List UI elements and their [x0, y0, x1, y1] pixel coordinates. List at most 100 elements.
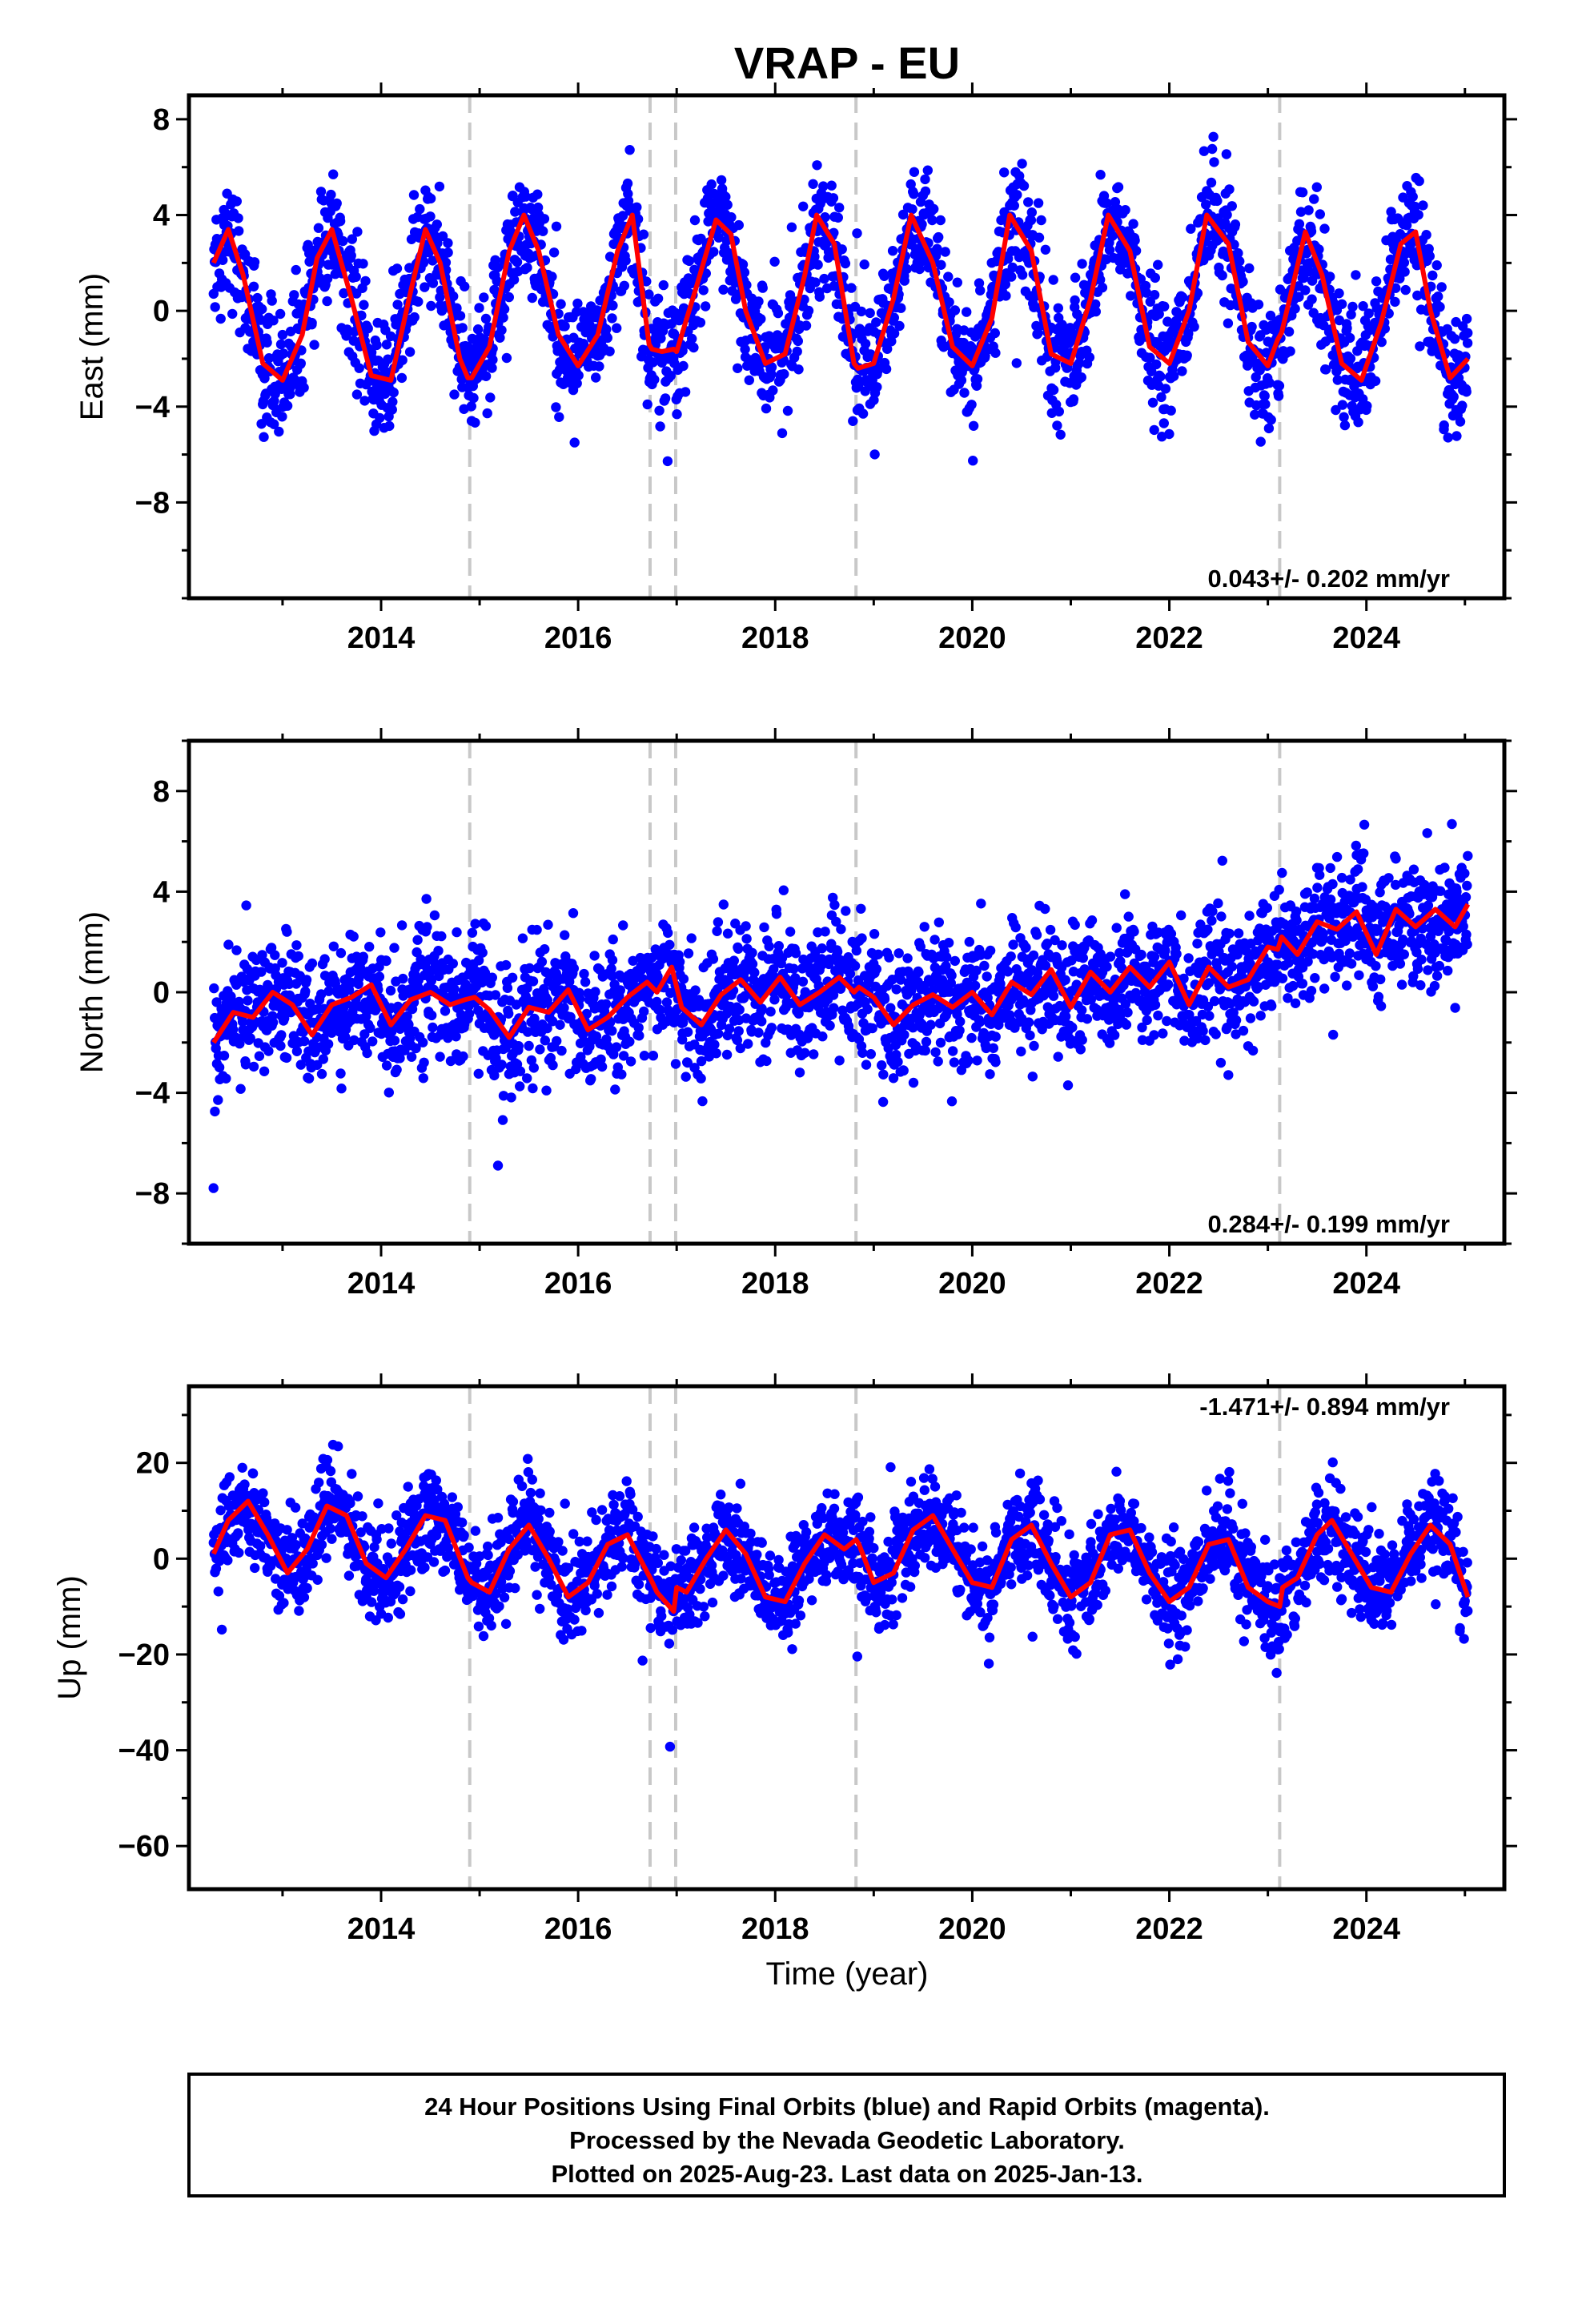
north-position-point [1158, 1028, 1168, 1039]
north-position-point [555, 1019, 565, 1031]
east-position-point [328, 169, 339, 179]
east-position-point [233, 213, 243, 223]
north-position-point [291, 1046, 303, 1057]
east-position-point [1164, 428, 1174, 440]
east-position-point [652, 293, 664, 304]
north-position-point [757, 1016, 767, 1027]
north-position-point [524, 963, 535, 974]
east-position-point [1250, 409, 1260, 420]
east-position-point [381, 340, 392, 350]
north-position-point [398, 973, 408, 984]
north-position-point [867, 1023, 877, 1034]
east-position-point [1018, 180, 1030, 191]
east-position-point [1320, 364, 1331, 375]
east-position-point [914, 263, 925, 275]
north-position-point [223, 939, 234, 950]
north-position-point [279, 1013, 290, 1023]
east-position-point [695, 317, 706, 328]
north-position-point [722, 928, 733, 939]
north-position-point [713, 917, 724, 927]
east-position-point [1363, 308, 1374, 319]
north-position-point [1031, 930, 1042, 940]
north-position-point [1105, 951, 1116, 962]
east-position-point [723, 247, 733, 258]
east-position-point [819, 273, 829, 284]
north-position-point [885, 1003, 896, 1013]
east-position-point [315, 187, 327, 197]
east-position-point [1146, 366, 1157, 376]
east-position-point [291, 264, 301, 275]
north-position-point [1213, 898, 1223, 909]
north-position-point [661, 997, 673, 1007]
north-position-point [526, 1055, 537, 1066]
north-position-point [303, 1073, 315, 1084]
north-position-point [1297, 979, 1308, 989]
north-position-point [1150, 999, 1161, 1011]
north-position-point [825, 1020, 835, 1031]
east-position-point [1076, 372, 1087, 383]
north-position-point [221, 1073, 231, 1084]
east-position-point [1068, 394, 1079, 404]
north-position-point [718, 899, 729, 910]
east-position-point [1390, 296, 1400, 308]
north-position-point [282, 927, 292, 937]
north-position-point [1149, 1030, 1159, 1040]
north-position-point [618, 920, 628, 931]
north-position-point [565, 1011, 576, 1023]
north-position-point [1118, 980, 1129, 991]
east-position-point [944, 297, 954, 308]
east-position-point [740, 344, 750, 355]
east-position-point [793, 336, 803, 347]
north-position-point [568, 908, 579, 919]
east-position-point [269, 419, 279, 429]
north-position-point [908, 1077, 919, 1088]
east-position-point [234, 226, 244, 236]
north-position-point [949, 1057, 960, 1068]
east-position-point [801, 320, 812, 331]
east-position-point [721, 191, 731, 202]
north-position-point [259, 1066, 270, 1077]
north-position-point [930, 1047, 941, 1058]
east-position-point [1186, 223, 1196, 234]
north-position-point [1142, 1015, 1152, 1026]
east-position-point [991, 256, 1002, 267]
north-position-point [536, 956, 548, 967]
east-position-point [1339, 420, 1351, 431]
east-position-point [1209, 157, 1219, 167]
north-position-point [335, 1068, 346, 1079]
north-position-point [877, 1060, 887, 1071]
east-position-point [897, 209, 909, 220]
north-position-point [1238, 1025, 1249, 1036]
east-position-point [1227, 201, 1238, 211]
east-position-point [1074, 358, 1085, 368]
east-position-point [1386, 207, 1396, 217]
north-position-point [542, 995, 552, 1006]
north-position-point [520, 991, 532, 1002]
east-position-point [572, 298, 583, 309]
north-position-point [515, 1066, 526, 1076]
east-position-point [968, 456, 978, 466]
east-position-point [1342, 323, 1352, 333]
north-position-point [540, 1035, 550, 1046]
east-position-point [1414, 175, 1424, 187]
north-position-point [596, 1061, 608, 1072]
east-position-point [853, 380, 864, 391]
east-position-point [277, 412, 287, 422]
east-position-point [803, 305, 814, 316]
east-position-point [785, 290, 796, 300]
east-position-point [689, 342, 699, 353]
east-position-point [1115, 264, 1126, 275]
north-position-point [1245, 1013, 1256, 1023]
north-position-point [813, 927, 823, 938]
north-position-point [1129, 927, 1139, 937]
north-position-point [696, 1073, 706, 1084]
east-position-point [532, 202, 544, 213]
east-position-point [1300, 285, 1311, 296]
east-position-point [1007, 262, 1018, 273]
north-position-point [988, 1043, 999, 1054]
north-position-point [942, 952, 952, 963]
north-position-point [1062, 1080, 1074, 1091]
north-position-point [589, 951, 600, 961]
east-position-point [1189, 321, 1199, 332]
north-position-point [950, 955, 961, 967]
